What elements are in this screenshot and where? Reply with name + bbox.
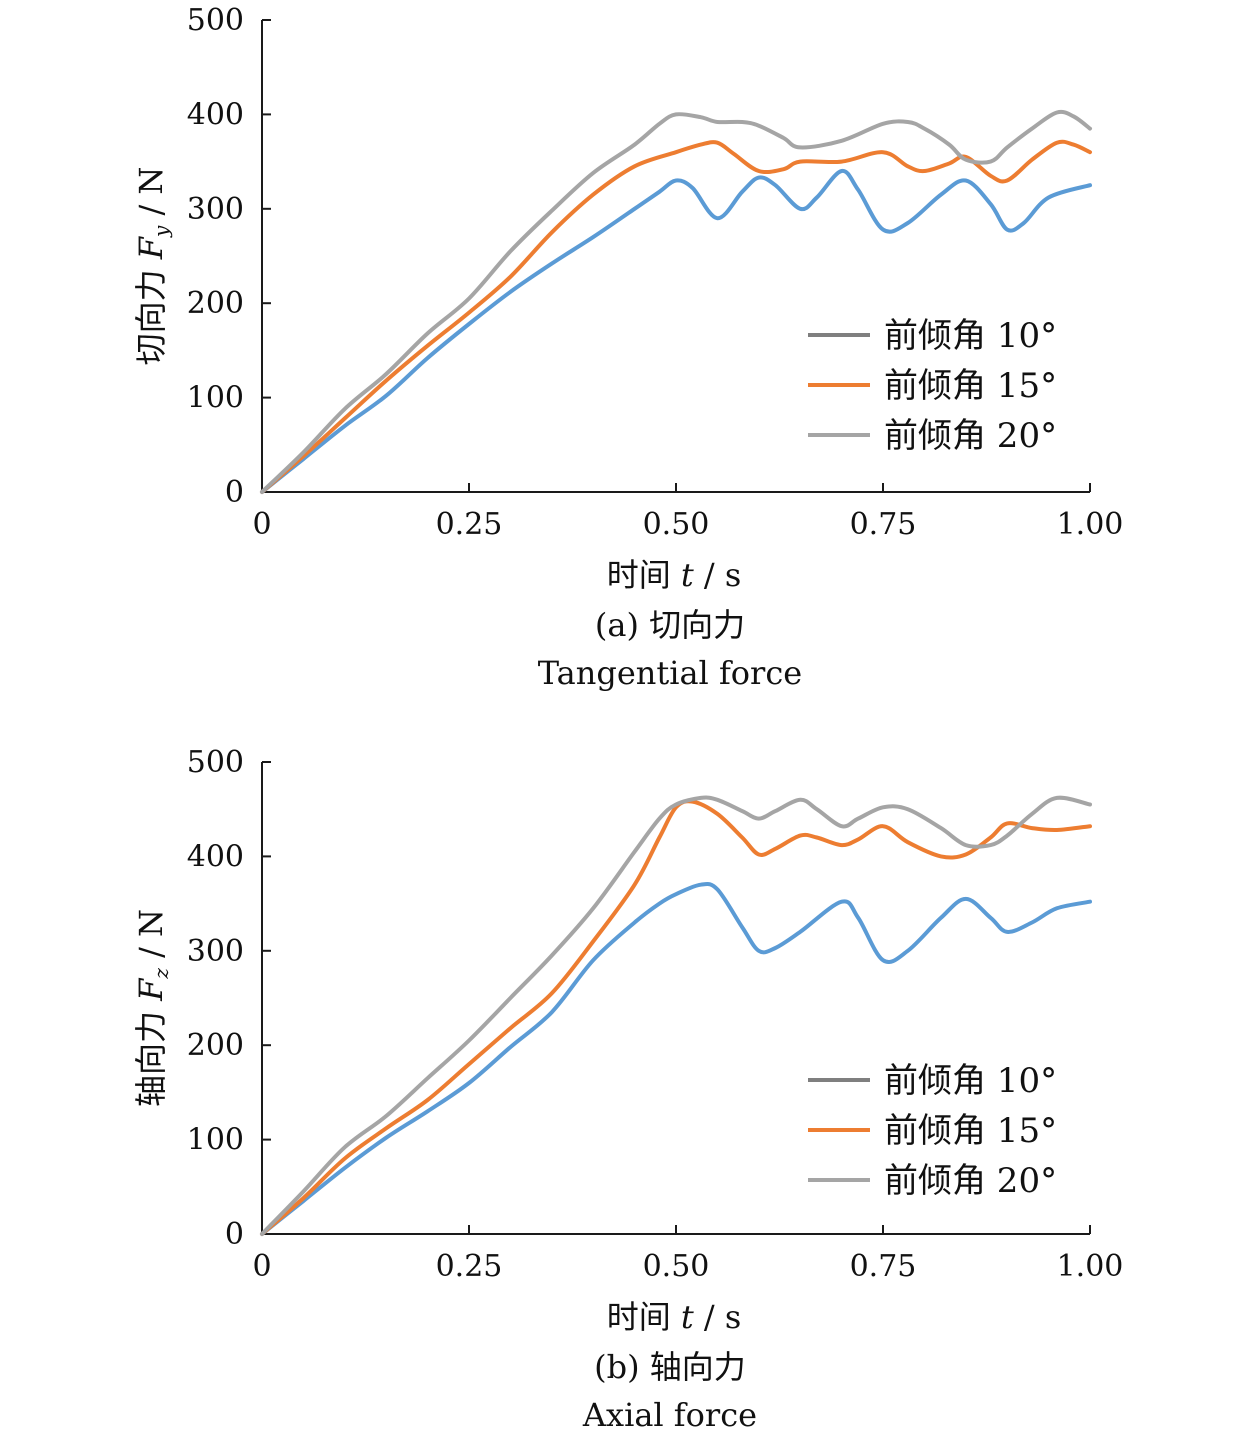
x-tick-label: 1.00 (1057, 1249, 1124, 1284)
y-tick-label: 400 (187, 97, 244, 132)
y-tick-label: 300 (187, 192, 244, 227)
chart-caption-en: Axial force (582, 1396, 757, 1434)
y-tick-label: 100 (187, 1123, 244, 1158)
x-tick-label: 1.00 (1057, 507, 1124, 542)
x-axis-title: 时间 t / s (607, 556, 742, 594)
y-axis-title: 轴向力 Fz / N (132, 909, 173, 1107)
series-line-2 (260, 799, 1092, 1236)
chart-b: 0 100 200 300 400 500 0 0.25 0.50 0.75 1.00 轴向力 Fz … (132, 745, 1123, 1434)
series-line-2 (260, 139, 1092, 494)
chart-caption-en: Tangential force (538, 654, 802, 692)
legend-label: 前倾角 20° (884, 416, 1057, 456)
y-tick-label: 300 (187, 934, 244, 969)
y-tick-label: 200 (187, 1028, 244, 1063)
y-tick-label: 400 (187, 839, 244, 874)
legend-label: 前倾角 15° (884, 1111, 1057, 1151)
legend-label: 前倾角 10° (884, 316, 1057, 356)
y-tick-label: 500 (187, 745, 244, 780)
x-tick-label: 0.25 (436, 507, 503, 542)
chart-caption: (b) 轴向力 (594, 1348, 746, 1386)
x-axis-title: 时间 t / s (607, 1298, 742, 1336)
legend: 前倾角 10° 前倾角 15° 前倾角 20° (808, 1061, 1057, 1201)
chart-a: 0 100 200 300 400 500 0 0.25 0.50 0.75 1.00 切向力 Fy … (132, 3, 1123, 692)
legend-label: 前倾角 10° (884, 1061, 1057, 1101)
series-line-3 (260, 795, 1092, 1236)
legend-label: 前倾角 20° (884, 1161, 1057, 1201)
y-tick-label: 500 (187, 3, 244, 38)
x-tick-label: 0 (252, 1249, 271, 1284)
chart-caption: (a) 切向力 (595, 606, 745, 644)
legend-label: 前倾角 15° (884, 366, 1057, 406)
series-line-1 (260, 881, 1092, 1236)
y-tick-label: 200 (187, 286, 244, 321)
y-tick-label: 100 (187, 381, 244, 416)
x-tick-label: 0.75 (850, 507, 917, 542)
x-tick-label: 0.50 (643, 507, 710, 542)
x-tick-label: 0.50 (643, 1249, 710, 1284)
series-line-3 (260, 109, 1092, 494)
legend: 前倾角 10° 前倾角 15° 前倾角 20° (808, 316, 1057, 456)
x-tick-label: 0.25 (436, 1249, 503, 1284)
series-line-1 (260, 168, 1092, 494)
x-tick-label: 0.75 (850, 1249, 917, 1284)
x-tick-label: 0 (252, 507, 271, 542)
y-axis-title: 切向力 Fy / N (132, 167, 173, 366)
y-tick-label: 0 (225, 475, 244, 510)
y-tick-label: 0 (225, 1217, 244, 1252)
